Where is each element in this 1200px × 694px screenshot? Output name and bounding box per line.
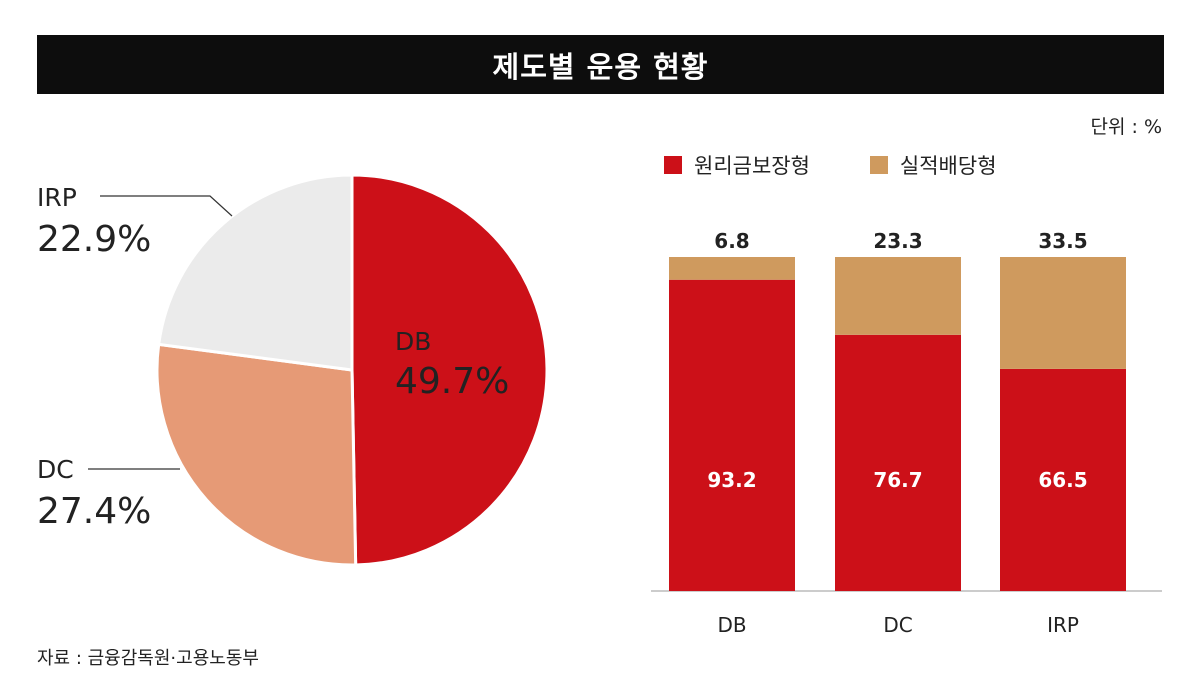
- legend-item-principal: 원리금보장형: [664, 150, 810, 180]
- pie-label-irp-name: IRP: [37, 183, 77, 212]
- pie-label-dc-value: 27.4%: [37, 491, 151, 532]
- unit-label: 단위 : %: [1090, 116, 1163, 138]
- bar-label-principal-db: 93.2: [707, 468, 756, 492]
- bar-legend: 원리금보장형 실적배당형: [664, 148, 1057, 182]
- bar-principal-dc: [835, 334, 961, 591]
- bar-label-performance-irp: 33.5: [1038, 229, 1087, 253]
- pie-label-db-name: DB: [395, 327, 431, 356]
- bar-label-performance-db: 6.8: [714, 229, 749, 253]
- pie-slice-irp: [157, 173, 354, 372]
- pie-label-db-value: 49.7%: [395, 361, 509, 402]
- pie-leader-irp: [100, 195, 233, 217]
- pie-label-dc-name: DC: [37, 455, 74, 484]
- legend-item-performance: 실적배당형: [869, 150, 997, 180]
- chart-title: 제도별 운용 현황: [37, 35, 1164, 94]
- bar-performance-irp: [1000, 257, 1126, 369]
- x-tick-dc: DC: [883, 613, 912, 637]
- bar-label-principal-irp: 66.5: [1038, 468, 1087, 492]
- bar-principal-irp: [1000, 368, 1126, 591]
- pie-label-irp-value: 22.9%: [37, 219, 151, 260]
- legend-swatch-performance: [869, 156, 888, 174]
- x-tick-irp: IRP: [1047, 613, 1079, 637]
- source-note: 자료 : 금융감독원·고용노동부: [37, 648, 259, 669]
- legend-label-performance: 실적배당형: [899, 154, 997, 178]
- pie-slice-dc: [155, 342, 358, 567]
- bar-principal-db: [669, 279, 795, 591]
- bar-label-principal-dc: 76.7: [873, 468, 922, 492]
- bar-performance-dc: [835, 257, 961, 335]
- legend-swatch-principal: [664, 156, 682, 174]
- x-tick-db: DB: [717, 613, 746, 637]
- legend-label-principal: 원리금보장형: [694, 154, 810, 178]
- pie-slice-db: [350, 173, 549, 567]
- bar-performance-db: [669, 257, 795, 280]
- bar-label-performance-dc: 23.3: [873, 229, 922, 253]
